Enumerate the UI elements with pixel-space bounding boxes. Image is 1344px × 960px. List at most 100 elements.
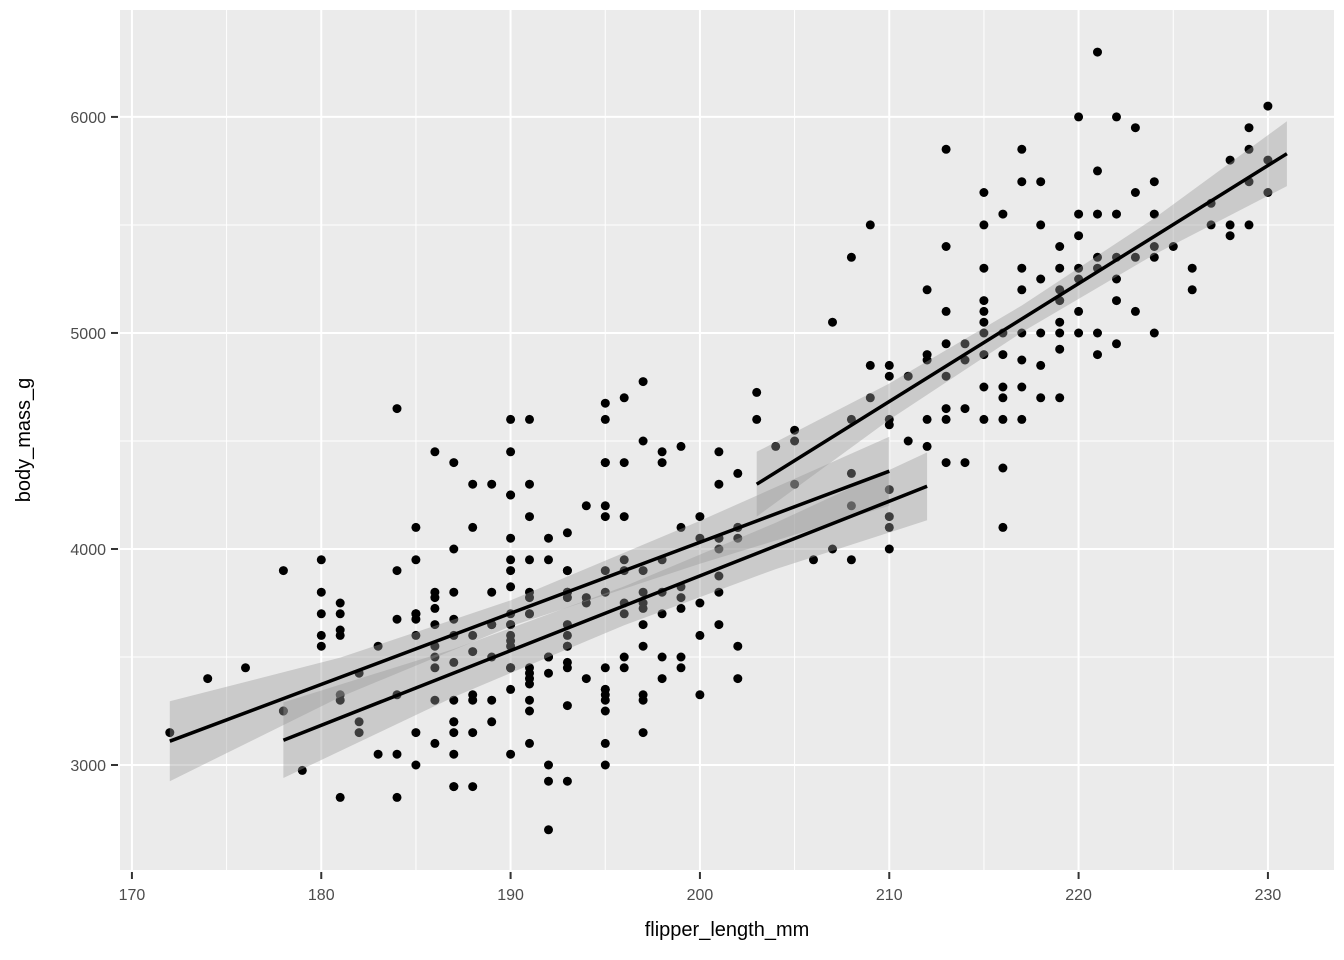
data-point-chinstrap	[525, 674, 534, 684]
data-point-adelie	[430, 603, 440, 613]
data-point-chinstrap	[846, 468, 856, 478]
data-point-chinstrap	[278, 706, 288, 716]
data-point-adelie	[600, 398, 610, 408]
data-point-gentoo	[979, 414, 989, 424]
data-point-adelie	[468, 630, 478, 640]
data-point-adelie	[468, 782, 478, 792]
data-point-chinstrap	[600, 695, 610, 705]
data-point-adelie	[487, 479, 497, 489]
data-point-adelie	[354, 728, 364, 738]
data-point-gentoo	[922, 285, 932, 295]
data-point-adelie	[600, 566, 610, 576]
data-point-chinstrap	[600, 458, 610, 468]
data-point-adelie	[449, 717, 459, 727]
data-point-gentoo	[790, 436, 800, 446]
data-point-chinstrap	[771, 441, 781, 451]
data-point-adelie	[316, 641, 326, 651]
data-point-adelie	[316, 609, 326, 619]
data-point-chinstrap	[506, 663, 516, 673]
data-point-adelie	[562, 641, 572, 651]
data-point-gentoo	[1244, 220, 1254, 230]
data-point-gentoo	[903, 371, 913, 381]
data-point-adelie	[506, 414, 516, 424]
data-point-adelie	[506, 555, 516, 565]
data-point-gentoo	[941, 404, 951, 414]
data-point-gentoo	[1130, 188, 1140, 197]
data-point-adelie	[506, 490, 516, 500]
data-point-adelie	[525, 706, 534, 716]
data-point-chinstrap	[638, 695, 648, 705]
data-point-adelie	[430, 663, 440, 673]
data-point-chinstrap	[657, 609, 667, 619]
data-point-chinstrap	[695, 630, 705, 640]
data-point-adelie	[657, 652, 667, 662]
data-point-adelie	[638, 728, 648, 738]
data-point-chinstrap	[714, 479, 724, 489]
data-point-adelie	[316, 555, 326, 565]
data-point-gentoo	[922, 414, 932, 424]
data-point-gentoo	[1093, 166, 1102, 176]
data-point-adelie	[165, 728, 175, 738]
y-axis-title: body_mass_g	[13, 378, 35, 503]
data-point-gentoo	[1187, 263, 1197, 273]
y-tick-label: 6000	[70, 110, 106, 127]
confidence-band-adelie	[169, 436, 890, 782]
data-point-adelie	[335, 792, 345, 802]
data-point-adelie	[676, 593, 686, 603]
trend-line-chinstrap	[282, 484, 928, 742]
data-point-gentoo	[979, 317, 989, 327]
data-point-adelie	[714, 544, 724, 554]
y-tick-label: 3000	[70, 758, 106, 775]
plot-layers: 170 180 190 200 210 220 230 3000 4000 5000 6000	[70, 10, 1334, 904]
data-point-adelie	[562, 528, 572, 538]
x-axis-title: flipper_length_mm	[645, 919, 810, 941]
data-point-chinstrap	[809, 555, 818, 565]
data-point-gentoo	[1225, 155, 1235, 165]
data-point-adelie	[600, 684, 610, 694]
data-point-chinstrap	[733, 533, 743, 543]
data-point-gentoo	[752, 387, 762, 397]
data-point-adelie	[411, 630, 421, 640]
data-point-adelie	[468, 479, 478, 489]
data-point-adelie	[544, 555, 553, 565]
data-point-adelie	[525, 738, 534, 748]
data-point-gentoo	[1112, 112, 1121, 122]
data-point-adelie	[600, 414, 610, 424]
data-point-gentoo	[1093, 209, 1102, 219]
data-point-gentoo	[1130, 252, 1140, 262]
data-point-adelie	[430, 447, 440, 457]
data-point-gentoo	[941, 458, 951, 468]
data-point-gentoo	[1055, 393, 1065, 403]
data-point-adelie	[733, 468, 743, 478]
data-point-chinstrap	[600, 512, 610, 522]
data-point-adelie	[657, 447, 667, 457]
data-point-gentoo	[828, 317, 837, 327]
data-point-gentoo	[1263, 101, 1273, 111]
data-point-adelie	[449, 749, 459, 759]
data-point-chinstrap	[449, 657, 459, 667]
data-point-gentoo	[941, 339, 951, 349]
data-point-chinstrap	[714, 620, 724, 630]
data-point-adelie	[676, 522, 686, 532]
data-point-adelie	[562, 776, 572, 786]
data-point-chinstrap	[525, 555, 534, 565]
data-point-chinstrap	[676, 652, 686, 662]
x-tick-label: 180	[308, 887, 335, 904]
data-point-gentoo	[1017, 285, 1027, 295]
data-point-gentoo	[979, 328, 989, 338]
data-point-chinstrap	[714, 447, 724, 457]
data-point-chinstrap	[562, 630, 572, 640]
data-point-chinstrap	[581, 593, 591, 603]
x-tick-label: 200	[687, 887, 714, 904]
data-point-chinstrap	[695, 690, 705, 700]
data-point-gentoo	[1017, 144, 1027, 154]
data-point-chinstrap	[790, 479, 800, 489]
data-point-adelie	[619, 393, 629, 403]
data-point-adelie	[506, 447, 516, 457]
data-point-gentoo	[979, 220, 989, 230]
data-point-gentoo	[1017, 328, 1027, 338]
data-point-chinstrap	[562, 566, 572, 576]
panel-content	[165, 47, 1288, 835]
data-point-gentoo	[1055, 328, 1065, 338]
